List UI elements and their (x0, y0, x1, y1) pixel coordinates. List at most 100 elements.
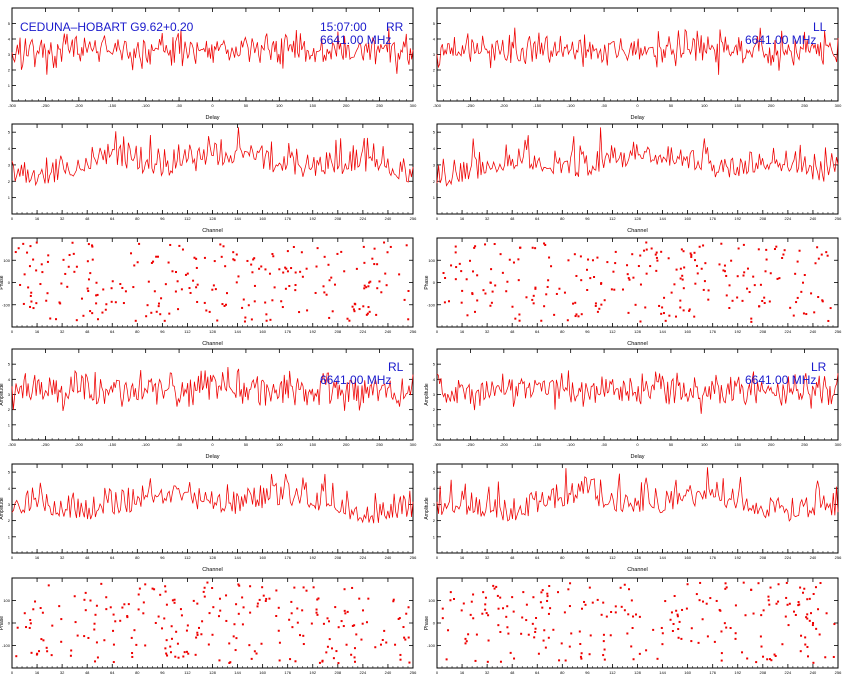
phase-point (542, 639, 545, 642)
phase-point (588, 653, 591, 656)
phase-point (781, 643, 784, 646)
phase-point (525, 619, 528, 622)
phase-point (472, 617, 475, 620)
y-tick-label: 2 (8, 68, 11, 73)
phase-point (83, 635, 86, 638)
x-tick-label: 192 (309, 216, 316, 221)
phase-point (821, 299, 824, 302)
phase-point (16, 626, 19, 629)
x-tick-label: 208 (759, 670, 766, 675)
phase-point (305, 267, 308, 270)
phase-point (155, 310, 158, 313)
phase-point (29, 618, 32, 621)
phase-point (603, 648, 606, 651)
phase-point (404, 638, 407, 641)
phase-point (525, 603, 528, 606)
phase-point (328, 638, 331, 641)
series-line-ll (11, 473, 414, 524)
phase-point (482, 289, 485, 292)
phase-point (764, 270, 767, 273)
x-tick-label: 240 (385, 216, 392, 221)
phase-point (484, 603, 487, 606)
phase-point (580, 313, 583, 316)
phase-point (814, 262, 817, 265)
phase-point (250, 318, 253, 321)
x-tick-label: 80 (560, 555, 565, 560)
phase-point (183, 651, 186, 654)
freq-label-ll: 6641.00 MHz (745, 33, 817, 47)
phase-point (527, 633, 530, 636)
phase-point (685, 607, 688, 610)
phase-point (15, 655, 18, 658)
phase-point (541, 589, 544, 592)
x-tick-label: 16 (460, 670, 465, 675)
phase-point (731, 299, 734, 302)
phase-point (238, 584, 241, 587)
phase-point (723, 622, 726, 625)
phase-point (343, 588, 346, 591)
phase-point (454, 251, 457, 254)
y-tick-label: 3 (8, 502, 11, 507)
phase-point (682, 287, 685, 290)
panel-rl-delay: -300 -250 -200 -150 -100 -50 0 50 100 150 200 250 30… (433, 7, 842, 121)
x-tick-label: 16 (35, 555, 40, 560)
phase-point (613, 288, 616, 291)
phase-point (146, 304, 149, 307)
phase-point (84, 591, 87, 594)
phase-point (378, 280, 381, 283)
phase-point (681, 608, 684, 611)
phase-point (623, 583, 626, 586)
phase-point (392, 600, 395, 603)
phase-point (203, 586, 206, 589)
phase-point (763, 302, 766, 305)
phase-point (82, 314, 85, 317)
phase-point (725, 626, 728, 629)
phase-point (806, 613, 809, 616)
phase-point (350, 653, 353, 656)
x-tick-label: -100 (142, 442, 151, 447)
phase-point (631, 253, 634, 256)
x-tick-label: -200 (500, 103, 509, 108)
phase-point (796, 296, 799, 299)
phase-point (328, 620, 331, 623)
panel-rr-amp: 0 16 32 48 64 80 96 112 128 144 160 176 192 208 224 240… (8, 123, 417, 234)
phase-point (253, 650, 256, 653)
phase-point (294, 284, 297, 287)
phase-point (288, 618, 291, 621)
x-tick-label: 32 (485, 670, 490, 675)
phase-point (812, 621, 815, 624)
phase-point (825, 612, 828, 615)
phase-point (628, 278, 631, 281)
x-tick-label: 208 (334, 329, 341, 334)
y-axis-label: Phase (0, 275, 5, 289)
phase-point (206, 581, 209, 584)
phase-point (68, 253, 71, 256)
phase-point (225, 594, 228, 597)
phase-point (534, 247, 537, 250)
x-tick-label: -300 (433, 442, 442, 447)
x-tick-label: 0 (211, 442, 214, 447)
phase-point (228, 642, 231, 645)
y-axis-label: Phase (424, 616, 430, 630)
phase-point (602, 654, 605, 657)
x-tick-label: 240 (385, 329, 392, 334)
phase-point (723, 264, 726, 267)
phase-point (671, 629, 674, 632)
x-tick-label: 256 (835, 329, 842, 334)
phase-point (365, 621, 368, 624)
phase-point (465, 278, 468, 281)
x-axis-label: Delay (630, 454, 644, 460)
phase-point (358, 308, 361, 311)
phase-point (374, 646, 377, 649)
phase-point (734, 604, 737, 607)
phase-point (502, 607, 505, 610)
phase-point (331, 647, 334, 650)
phase-point (83, 598, 86, 601)
phase-point (286, 250, 289, 253)
x-axis-label: Channel (202, 228, 223, 234)
phase-point (632, 615, 635, 618)
x-tick-label: 144 (659, 216, 666, 221)
phase-point (541, 606, 544, 609)
y-tick-label: 4 (8, 37, 11, 42)
phase-point (701, 618, 704, 621)
